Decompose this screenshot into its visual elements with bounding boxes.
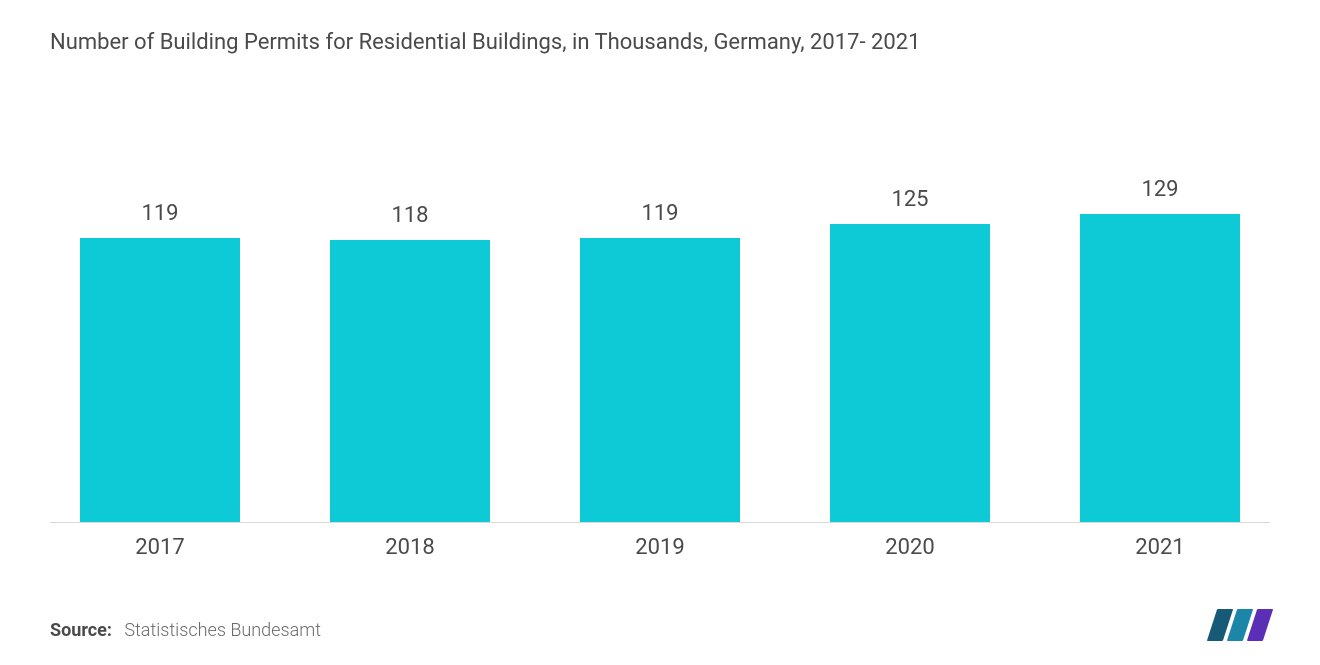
footer-row: Source: Statistisches Bundesamt xyxy=(50,609,1270,641)
x-axis-label: 2017 xyxy=(80,535,240,560)
bar-group: 119 xyxy=(580,201,740,522)
bar-group: 125 xyxy=(830,187,990,522)
bar-group: 129 xyxy=(1080,177,1240,522)
bar xyxy=(580,238,740,522)
bar xyxy=(1080,214,1240,522)
bar-value-label: 129 xyxy=(1141,177,1178,202)
bar xyxy=(80,238,240,522)
bars-area: 119 118 119 125 129 xyxy=(50,153,1270,523)
x-axis-label: 2020 xyxy=(830,535,990,560)
source-text: Statistisches Bundesamt xyxy=(124,620,321,641)
bar xyxy=(330,240,490,522)
bar-group: 119 xyxy=(80,201,240,522)
bar-value-label: 119 xyxy=(141,201,178,226)
bar-value-label: 118 xyxy=(391,203,428,228)
bar-group: 118 xyxy=(330,203,490,522)
brand-logo-icon xyxy=(1212,609,1270,641)
bar-value-label: 119 xyxy=(641,201,678,226)
x-axis-label: 2018 xyxy=(330,535,490,560)
x-axis-label: 2021 xyxy=(1080,535,1240,560)
bar xyxy=(830,224,990,522)
x-axis-labels: 2017 2018 2019 2020 2021 xyxy=(50,523,1270,560)
x-axis-label: 2019 xyxy=(580,535,740,560)
source-label: Source: xyxy=(50,620,112,641)
bar-value-label: 125 xyxy=(891,187,928,212)
chart-title: Number of Building Permits for Residenti… xyxy=(50,28,1270,58)
source-line: Source: Statistisches Bundesamt xyxy=(50,620,321,641)
chart-container: Number of Building Permits for Residenti… xyxy=(0,0,1320,665)
